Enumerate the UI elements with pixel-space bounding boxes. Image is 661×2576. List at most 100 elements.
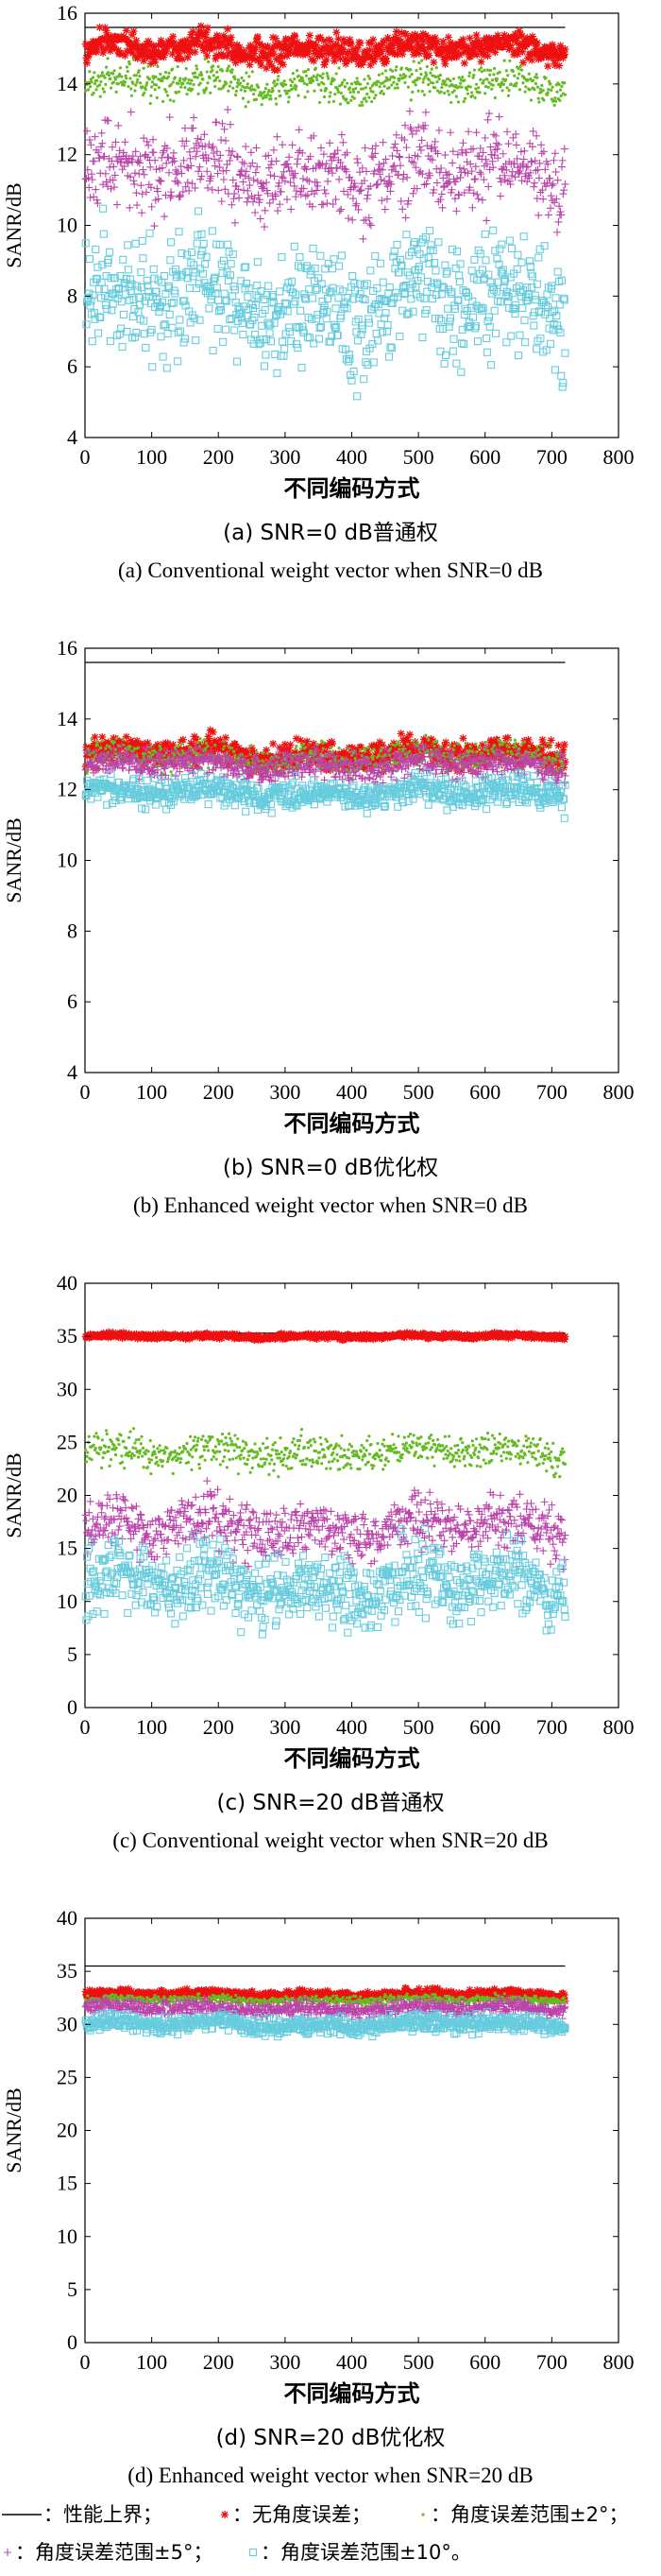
x-tick-label: 800 (603, 1715, 635, 1739)
x-tick-label: 400 (336, 2350, 367, 2374)
caption-cn: (b) SNR=0 dB优化权 (223, 1156, 438, 1180)
y-tick-label: 25 (57, 2065, 77, 2088)
y-tick-label: 35 (57, 1959, 77, 1983)
y-axis-label: SANR/dB (2, 817, 25, 902)
caption-cn: (c) SNR=20 dB普通权 (217, 1791, 445, 1815)
series-err10 (81, 204, 569, 401)
y-tick-label: 40 (57, 1271, 77, 1295)
series-none (81, 1328, 569, 1345)
legend-item-err10: ：角度误差范围±10°。 (248, 2541, 471, 2564)
x-tick-label: 700 (536, 1080, 568, 1104)
y-tick-label: 8 (67, 919, 77, 942)
series-none (81, 22, 569, 75)
y-tick-label: 5 (67, 1642, 77, 1666)
x-tick-label: 200 (203, 1080, 234, 1104)
chart-panel-d: 0 100 200 300 400 500 600 700 800 0 5 10 15 20 25 30 35 4… (2, 1906, 635, 2487)
x-axis-label: 不同编码方式 (284, 2380, 420, 2407)
legend-label: ：性能上界； (43, 2503, 162, 2526)
x-tick-label: 700 (536, 445, 568, 469)
x-tick-label: 0 (80, 445, 91, 469)
x-tick-label: 800 (603, 1080, 635, 1104)
caption-en: (c) Conventional weight vector when SNR=… (112, 1829, 548, 1852)
x-axis-label: 不同编码方式 (284, 475, 420, 502)
x-tick-label: 600 (469, 1715, 500, 1739)
x-tick-label: 100 (136, 1080, 167, 1104)
y-tick-label: 16 (57, 1, 77, 25)
y-tick-label: 40 (57, 1906, 77, 1930)
y-axis-label: SANR/dB (2, 182, 25, 267)
y-tick-label: 15 (57, 1537, 77, 1560)
plot-frame (84, 647, 619, 1073)
y-tick-label: 14 (57, 707, 77, 730)
x-tick-label: 600 (469, 1080, 500, 1104)
caption-cn: (a) SNR=0 dB普通权 (223, 521, 438, 545)
y-tick-label: 25 (57, 1430, 77, 1453)
series-err10 (81, 768, 569, 822)
x-tick-label: 500 (403, 1080, 434, 1104)
x-tick-label: 300 (269, 445, 300, 469)
chart-panel-b: 0 100 200 300 400 500 600 700 800 4 6 8 10 12 14 16 不同编码… (2, 636, 635, 1217)
x-axis-label: 不同编码方式 (284, 1745, 420, 1772)
y-tick-label: 10 (57, 214, 77, 237)
x-tick-label: 200 (203, 2350, 234, 2374)
caption-en: (a) Conventional weight vector when SNR=… (118, 558, 543, 582)
y-tick-label: 5 (67, 2277, 77, 2301)
x-tick-label: 800 (603, 445, 635, 469)
y-tick-label: 20 (57, 2119, 77, 2142)
x-axis-label: 不同编码方式 (284, 1110, 420, 1137)
legend-item-upper: ：性能上界； (2, 2503, 162, 2526)
x-tick-label: 0 (80, 2350, 91, 2374)
x-tick-label: 500 (403, 445, 434, 469)
y-tick-label: 8 (67, 283, 77, 307)
series-err5 (81, 1477, 569, 1573)
legend: ：性能上界； ：无角度误差； ：角度误差范围±2°； ：角度误差范围±5°； ：角度误差… (2, 2503, 628, 2564)
x-tick-label: 800 (603, 2350, 635, 2374)
x-tick-label: 400 (336, 445, 367, 469)
x-tick-label: 400 (336, 1715, 367, 1739)
x-tick-label: 400 (336, 1080, 367, 1104)
caption-en: (b) Enhanced weight vector when SNR=0 dB (133, 1194, 528, 1217)
chart-panel-c: 0 100 200 300 400 500 600 700 800 0 5 10 15 20 25 30 35 4… (2, 1271, 635, 1852)
chart-panel-a: 0 100 200 300 400 500 600 700 800 4 6 8 10 12 14 16 不同编码… (2, 1, 635, 582)
y-tick-label: 4 (67, 1060, 77, 1084)
y-tick-label: 10 (57, 1589, 77, 1613)
x-tick-label: 300 (269, 2350, 300, 2374)
series-err2 (84, 57, 568, 109)
y-tick-label: 35 (57, 1324, 77, 1348)
series-err5 (81, 741, 569, 788)
series-err10 (81, 2008, 569, 2041)
caption-en: (d) Enhanced weight vector when SNR=20 d… (127, 2464, 533, 2487)
series-err2 (84, 1427, 568, 1479)
y-tick-label: 10 (57, 2224, 77, 2248)
y-tick-label: 14 (57, 72, 77, 95)
x-tick-label: 700 (536, 2350, 568, 2374)
legend-item-err2: ：角度误差范围±2°； (421, 2503, 628, 2526)
legend-item-none: ：无角度误差； (221, 2503, 371, 2526)
series-err10 (81, 1524, 569, 1639)
y-axis-label: SANR/dB (2, 2087, 25, 2172)
caption-cn: (d) SNR=20 dB优化权 (216, 2426, 446, 2450)
y-tick-label: 4 (67, 425, 77, 449)
x-tick-label: 300 (269, 1715, 300, 1739)
y-tick-label: 12 (57, 143, 77, 166)
series-err5 (81, 106, 569, 243)
legend-label: ：角度误差范围±5°； (15, 2541, 212, 2564)
y-tick-label: 30 (57, 1377, 77, 1400)
y-tick-label: 15 (57, 2172, 77, 2195)
y-tick-label: 0 (67, 2330, 77, 2354)
y-tick-label: 30 (57, 2012, 77, 2035)
x-tick-label: 500 (403, 1715, 434, 1739)
x-tick-label: 200 (203, 445, 234, 469)
x-tick-label: 0 (80, 1080, 91, 1104)
x-tick-label: 0 (80, 1715, 91, 1739)
legend-item-err5: ：角度误差范围±5°； (4, 2541, 212, 2564)
x-tick-label: 300 (269, 1080, 300, 1104)
y-tick-label: 6 (67, 354, 77, 378)
x-tick-label: 100 (136, 445, 167, 469)
y-tick-label: 20 (57, 1484, 77, 1507)
y-tick-label: 12 (57, 778, 77, 801)
x-tick-label: 100 (136, 1715, 167, 1739)
y-tick-label: 10 (57, 849, 77, 872)
